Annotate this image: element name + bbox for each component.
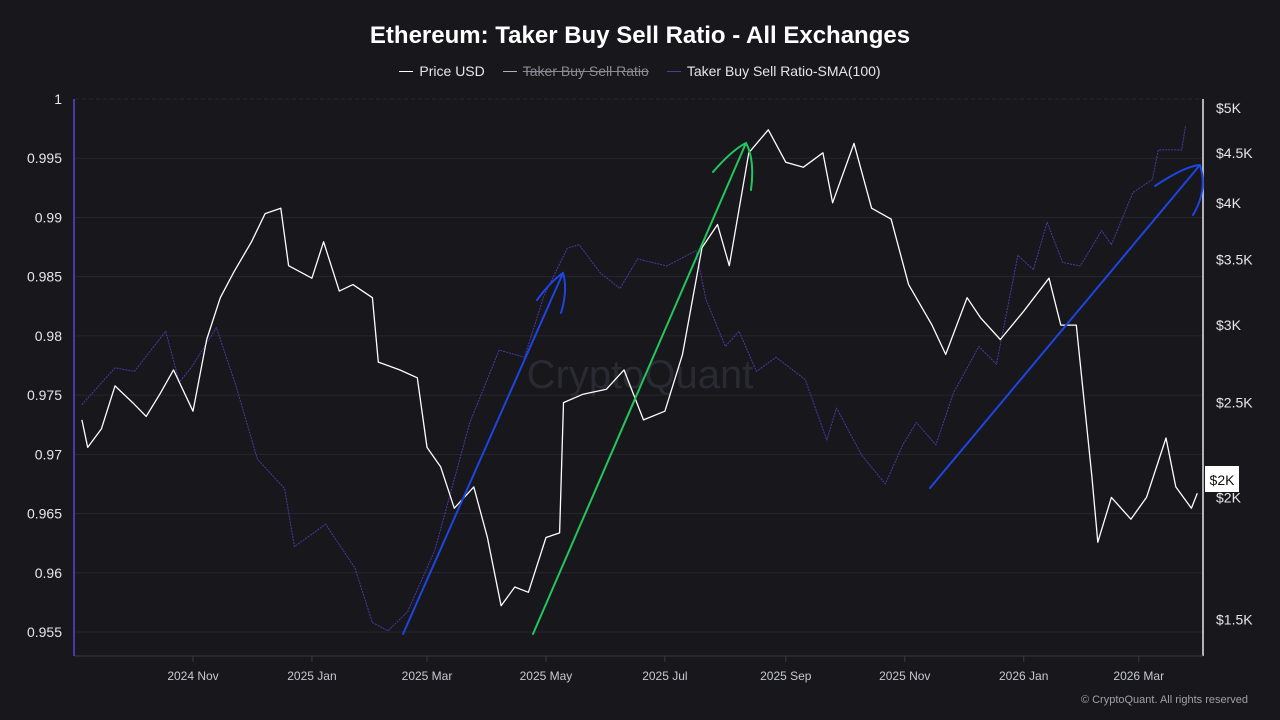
green-arrow xyxy=(532,141,754,635)
left-tick-label: 0.995 xyxy=(27,150,62,166)
legend-swatch xyxy=(666,70,681,72)
x-tick-label: 2025 Nov xyxy=(879,669,930,683)
left-tick-label: 0.955 xyxy=(27,624,62,640)
x-tick-label: 2025 Mar xyxy=(402,669,453,683)
blue-arrow-2 xyxy=(929,163,1204,489)
left-tick-label: 0.97 xyxy=(35,446,62,462)
right-tick-label: $5K xyxy=(1216,100,1242,116)
x-tick-label: 2025 Jul xyxy=(642,669,687,683)
left-tick-label: 0.985 xyxy=(27,269,62,285)
right-tick-label: $3.5K xyxy=(1216,252,1253,268)
left-tick-label: 1 xyxy=(54,91,62,107)
legend-swatch xyxy=(399,70,414,72)
right-tick-label: $4.5K xyxy=(1216,145,1253,161)
x-tick-label: 2026 Jan xyxy=(999,669,1048,683)
x-tick-label: 2026 Mar xyxy=(1113,669,1164,683)
x-tick-label: 2025 Sep xyxy=(760,669,812,683)
legend: Price USD Taker Buy Sell Ratio Taker Buy… xyxy=(0,63,1280,79)
right-tick-label: $2.5K xyxy=(1216,395,1253,411)
legend-item-ratio[interactable]: Taker Buy Sell Ratio xyxy=(502,63,649,79)
left-tick-label: 0.96 xyxy=(35,565,62,581)
legend-item-sma[interactable]: Taker Buy Sell Ratio-SMA(100) xyxy=(666,63,881,79)
left-tick-label: 0.975 xyxy=(27,387,62,403)
legend-label: Taker Buy Sell Ratio xyxy=(522,63,649,79)
legend-swatch xyxy=(502,70,517,72)
svg-text:$2K: $2K xyxy=(1210,472,1236,488)
blue-arrow-1 xyxy=(402,271,567,635)
sma-series-line xyxy=(81,126,1186,632)
legend-item-price[interactable]: Price USD xyxy=(399,63,485,79)
current-price-label: $2K xyxy=(1205,466,1239,492)
x-tick-label: 2025 Jan xyxy=(287,669,336,683)
annotation-arrows xyxy=(402,141,1204,635)
right-tick-label: $3K xyxy=(1216,317,1242,333)
left-tick-label: 0.98 xyxy=(35,328,62,344)
right-tick-label: $1.5K xyxy=(1216,612,1253,628)
copyright-footer: © CryptoQuant. All rights reserved xyxy=(1080,694,1248,706)
legend-label: Taker Buy Sell Ratio-SMA(100) xyxy=(686,63,881,79)
chart-title: Ethereum: Taker Buy Sell Ratio - All Exc… xyxy=(369,22,911,49)
legend-label: Price USD xyxy=(419,63,485,79)
left-tick-label: 0.99 xyxy=(35,209,62,225)
left-tick-label: 0.965 xyxy=(27,506,62,522)
right-tick-label: $4K xyxy=(1216,195,1242,211)
right-tick-label: $2K xyxy=(1216,489,1242,505)
x-tick-label: 2024 Nov xyxy=(167,669,218,683)
x-tick-label: 2025 May xyxy=(520,669,573,683)
price-series-line xyxy=(81,129,1198,607)
watermark: CryptoQuant xyxy=(527,353,754,397)
